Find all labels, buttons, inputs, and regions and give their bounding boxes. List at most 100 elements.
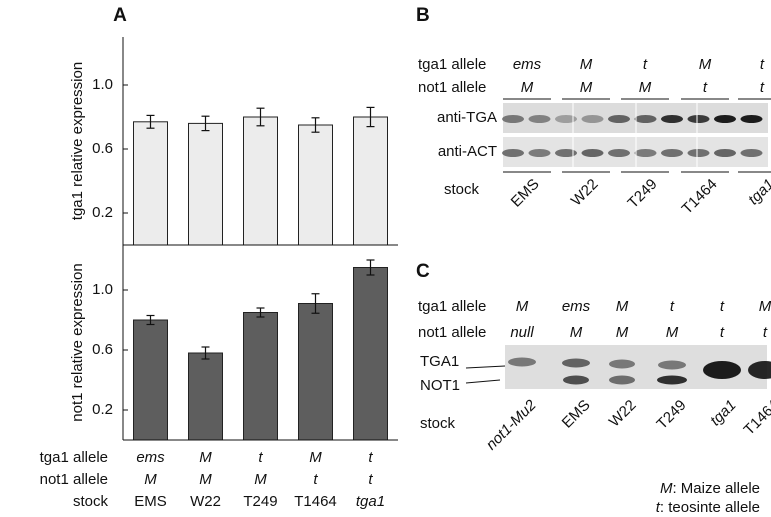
legend-text: : Maize allele xyxy=(672,480,760,497)
row-label: not1 allele xyxy=(40,471,108,488)
row-label: tga1 allele xyxy=(418,56,486,73)
row-cell: M xyxy=(699,56,712,73)
band xyxy=(634,115,657,123)
y-axis-title: not1 relative expression xyxy=(69,263,86,421)
row-cell: t xyxy=(643,56,648,73)
row-cell: M xyxy=(521,79,534,96)
error-bar xyxy=(366,106,375,128)
error-bar xyxy=(256,307,265,318)
panel-label: A xyxy=(113,5,127,26)
band xyxy=(555,149,577,157)
y-axis-title: tga1 relative expression xyxy=(69,62,86,220)
row-cell: t xyxy=(703,79,708,96)
row-cell: M xyxy=(616,324,629,341)
row-cell: t xyxy=(760,79,765,96)
error-bar xyxy=(146,114,155,129)
band xyxy=(609,375,635,385)
row-cell: t xyxy=(368,449,373,466)
row-cell: M xyxy=(199,471,212,488)
band xyxy=(740,149,763,157)
band xyxy=(528,115,551,123)
band-pointer xyxy=(465,379,501,384)
row-cell: t xyxy=(720,298,725,315)
stock-label: stock xyxy=(420,415,456,432)
row-cell: ems xyxy=(136,449,165,466)
band xyxy=(609,359,635,369)
band xyxy=(748,361,771,379)
row-cell: M xyxy=(639,79,652,96)
row-cell: EMS xyxy=(134,493,167,510)
legend-text: : teosinte allele xyxy=(660,499,760,516)
row-label: tga1 allele xyxy=(40,449,108,466)
row-cell: M xyxy=(666,324,679,341)
legend-symbol: t xyxy=(656,499,661,516)
error-bar xyxy=(201,115,210,132)
y-tick-label: 0.2 xyxy=(92,204,113,221)
error-bar xyxy=(311,293,320,314)
band xyxy=(714,149,736,157)
bar xyxy=(353,267,388,441)
bar xyxy=(243,116,278,246)
row-cell: M xyxy=(254,471,267,488)
legend-symbol: M xyxy=(660,480,673,497)
band xyxy=(528,149,551,157)
row-cell: W22 xyxy=(190,493,221,510)
band xyxy=(703,361,741,379)
stock-name: tga1 xyxy=(707,397,740,430)
row-cell: M xyxy=(580,56,593,73)
bar xyxy=(243,312,278,441)
band xyxy=(502,149,524,157)
y-tick-label: 1.0 xyxy=(92,76,113,93)
row-cell: M xyxy=(580,79,593,96)
band xyxy=(555,115,577,123)
row-cell: M xyxy=(570,324,583,341)
y-tick-label: 0.6 xyxy=(92,341,113,358)
stock-name: W22 xyxy=(568,176,602,210)
stock-name: W22 xyxy=(606,397,640,431)
row-label: tga1 allele xyxy=(418,298,486,315)
band xyxy=(657,375,687,385)
stock-label: stock xyxy=(444,181,480,198)
band xyxy=(502,115,524,123)
row-cell: ems xyxy=(513,56,542,73)
band xyxy=(687,115,710,123)
band xyxy=(714,115,736,123)
row-label: not1 allele xyxy=(418,324,486,341)
row-cell: M xyxy=(516,298,529,315)
row-cell: tga1 xyxy=(356,493,385,510)
row-cell: t xyxy=(760,56,765,73)
stock-name: T249 xyxy=(653,397,689,433)
error-bar xyxy=(146,314,155,326)
legend-entry: t: teosinte allele xyxy=(656,499,760,516)
band xyxy=(562,358,590,368)
row-cell: t xyxy=(670,298,675,315)
legend-entry: M: Maize allele xyxy=(660,480,760,497)
blot-label: anti-ACT xyxy=(438,143,497,160)
row-label: stock xyxy=(73,493,109,510)
row-cell: M xyxy=(759,298,771,315)
row-cell: ems xyxy=(562,298,591,315)
error-bar xyxy=(256,107,265,127)
band xyxy=(687,149,710,157)
band xyxy=(508,357,536,367)
row-cell: T249 xyxy=(243,493,277,510)
band xyxy=(661,115,683,123)
row-cell: T1464 xyxy=(294,493,337,510)
bar xyxy=(188,352,223,441)
y-tick-label: 1.0 xyxy=(92,281,113,298)
row-cell: M xyxy=(616,298,629,315)
row-cell: t xyxy=(763,324,768,341)
band xyxy=(634,149,657,157)
blot-label: anti-TGA xyxy=(437,109,497,126)
panel-label: B xyxy=(416,5,430,26)
row-label: not1 allele xyxy=(418,79,486,96)
band xyxy=(661,149,683,157)
stock-name: not1-Mu2 xyxy=(483,396,540,453)
band xyxy=(608,149,630,157)
row-cell: null xyxy=(510,324,534,341)
stock-name: tga1 xyxy=(745,176,771,209)
band xyxy=(608,115,630,123)
row-cell: M xyxy=(309,449,322,466)
row-cell: t xyxy=(258,449,263,466)
